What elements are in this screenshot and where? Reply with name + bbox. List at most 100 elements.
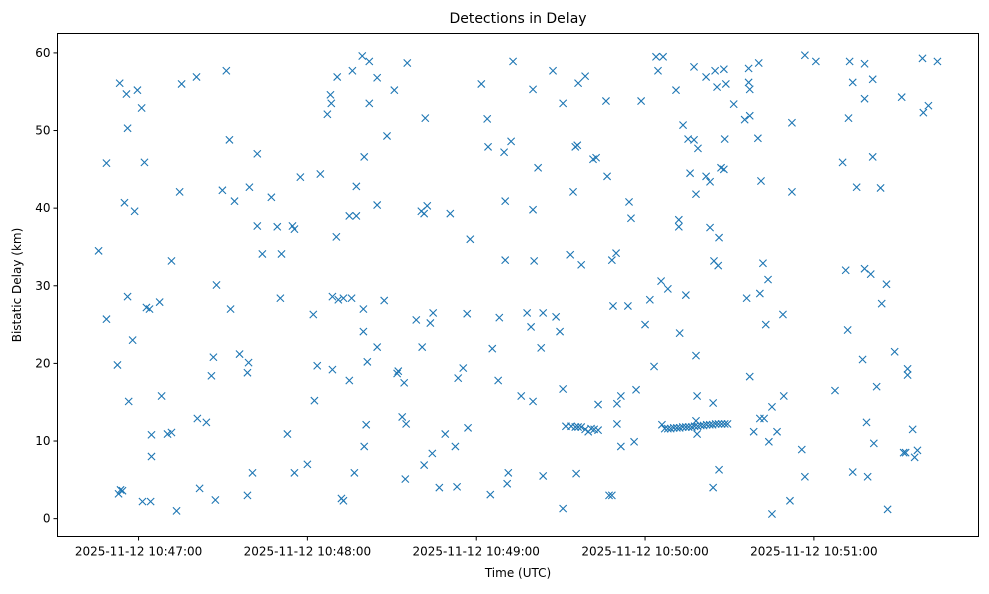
data-point [556, 327, 565, 336]
data-point [715, 233, 724, 242]
data-point [764, 437, 773, 446]
data-point [758, 259, 767, 268]
data-point [720, 419, 729, 428]
data-point [843, 326, 852, 335]
data-point [283, 430, 292, 439]
data-point [326, 90, 335, 99]
data-point [919, 108, 928, 117]
data-point [495, 313, 504, 322]
data-point [313, 361, 322, 370]
data-point [882, 280, 891, 289]
data-point [334, 295, 343, 304]
y-tick-label: 20 [35, 356, 50, 370]
data-point [702, 72, 711, 81]
data-point [483, 114, 492, 123]
data-point [674, 215, 683, 224]
data-point [138, 497, 147, 506]
data-point [626, 214, 635, 223]
data-point [175, 187, 184, 196]
data-point [669, 423, 678, 432]
data-point [155, 298, 164, 307]
data-point [507, 137, 516, 146]
data-point [901, 448, 910, 457]
data-point [753, 134, 762, 143]
data-point [253, 222, 262, 230]
data-point [530, 256, 539, 265]
data-point [352, 211, 361, 220]
y-tick-label: 60 [35, 46, 50, 60]
data-point [115, 79, 124, 88]
data-point [767, 510, 776, 518]
data-point [486, 490, 495, 499]
data-point [787, 118, 796, 127]
data-point [693, 392, 702, 400]
data-point [675, 329, 684, 338]
data-point [740, 115, 749, 124]
data-point [715, 465, 724, 474]
data-point [145, 305, 154, 314]
data-point [116, 485, 125, 494]
data-point [645, 295, 654, 304]
chart-title: Detections in Delay [449, 11, 586, 27]
data-point [714, 419, 723, 428]
data-point [323, 110, 332, 119]
x-tick-label: 2025-11-12 10:50:00 [581, 545, 708, 559]
data-point [504, 468, 513, 477]
plot-frame [57, 33, 979, 537]
data-point [605, 491, 614, 500]
data-point [328, 365, 337, 374]
data-point [193, 414, 202, 423]
data-point [225, 135, 234, 144]
data-point [616, 392, 625, 400]
data-point [844, 114, 853, 123]
data-point [637, 97, 646, 106]
data-point [494, 376, 503, 385]
data-point [690, 135, 698, 144]
data-point [773, 427, 782, 436]
data-point [866, 270, 875, 279]
data-point [838, 158, 847, 167]
data-point [714, 261, 723, 270]
data-point [243, 368, 252, 377]
data-point [296, 173, 305, 182]
data-point [572, 469, 581, 478]
data-point [691, 351, 700, 360]
data-point [453, 482, 462, 491]
data-point [441, 430, 450, 439]
data-point [924, 101, 933, 110]
data-point [717, 419, 726, 428]
data-point [657, 420, 666, 429]
data-point [426, 319, 435, 328]
data-point [202, 418, 211, 427]
data-point [454, 374, 463, 383]
data-point [218, 186, 227, 195]
data-point [124, 397, 133, 406]
data-point [559, 385, 568, 394]
data-point [831, 386, 839, 395]
data-point [742, 294, 751, 303]
data-point [686, 169, 695, 178]
data-point [764, 275, 773, 284]
data-point [863, 472, 872, 481]
data-point [549, 66, 558, 75]
data-point [630, 437, 639, 446]
data-point [899, 448, 908, 457]
data-point [102, 159, 111, 168]
data-point [800, 51, 809, 60]
data-point [212, 281, 221, 289]
data-point [559, 504, 568, 513]
data-point [691, 190, 700, 199]
data-point [709, 483, 718, 492]
data-point [328, 292, 337, 301]
x-axis-label: Time (UTC) [484, 566, 551, 580]
data-point [253, 149, 262, 158]
data-point [130, 207, 139, 216]
data-point [933, 57, 942, 66]
data-point [534, 163, 543, 172]
data-point [359, 305, 368, 314]
data-point [147, 452, 156, 461]
data-point [339, 496, 348, 505]
data-point [852, 183, 861, 192]
x-tick-label: 2025-11-12 10:48:00 [244, 545, 371, 559]
